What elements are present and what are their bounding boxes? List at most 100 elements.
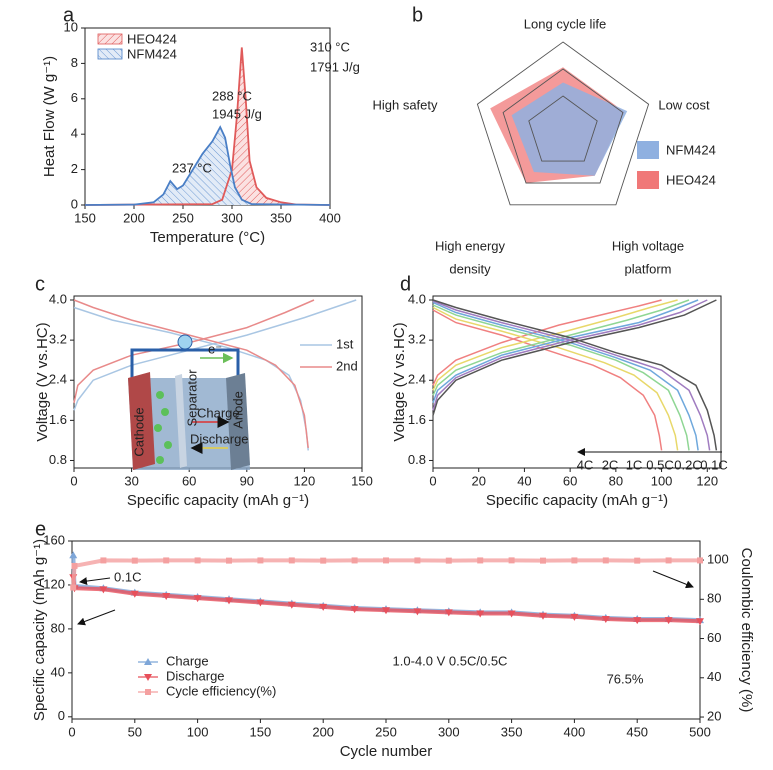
y-tick-label: 4.0 bbox=[408, 291, 426, 306]
legend-label: 2nd bbox=[336, 358, 358, 373]
radar-axis-label: platform bbox=[625, 261, 672, 276]
ion bbox=[156, 456, 164, 464]
y-axis-label: Voltage (V vs.HC) bbox=[34, 322, 51, 441]
inset-label: Charge bbox=[197, 405, 240, 420]
line bbox=[432, 306, 679, 451]
y-tick-label: 0.8 bbox=[408, 452, 426, 467]
line bbox=[71, 558, 700, 588]
y-tick-label: 80 bbox=[51, 620, 65, 635]
marker bbox=[539, 612, 547, 620]
marker bbox=[130, 590, 139, 598]
legend-label: 1C bbox=[626, 457, 643, 472]
legend-label: 4C bbox=[577, 457, 594, 472]
line bbox=[84, 125, 331, 206]
marker bbox=[131, 557, 138, 564]
annotation: 1791 J/g bbox=[310, 59, 360, 74]
marker bbox=[99, 586, 108, 594]
marker bbox=[444, 609, 453, 617]
line bbox=[432, 299, 699, 404]
legend-swatch bbox=[637, 171, 659, 189]
radar-ring bbox=[476, 41, 650, 206]
legend-label: NFM424 bbox=[127, 46, 177, 61]
marker bbox=[225, 597, 233, 605]
legend-swatch bbox=[97, 48, 123, 60]
plot-frame bbox=[432, 295, 722, 469]
legend-swatch bbox=[637, 141, 659, 159]
legend-label: HEO424 bbox=[666, 172, 716, 187]
x-tick-label: 90 bbox=[240, 473, 254, 488]
marker bbox=[194, 557, 201, 564]
line bbox=[432, 299, 690, 396]
y-tick-label: 8 bbox=[71, 55, 78, 70]
line bbox=[432, 304, 690, 451]
x-tick-label: 400 bbox=[564, 724, 586, 739]
panel-label: e bbox=[35, 518, 46, 540]
line bbox=[432, 299, 678, 391]
y2-tick-label: 60 bbox=[707, 630, 721, 645]
cathode-slab bbox=[128, 372, 155, 470]
marker bbox=[71, 562, 78, 569]
panel-label: d bbox=[400, 273, 411, 295]
y-axis-label: Heat Flow (W g⁻¹) bbox=[41, 56, 58, 177]
ion bbox=[164, 441, 172, 449]
line bbox=[84, 47, 331, 206]
marker bbox=[540, 557, 546, 564]
x-axis-label: Temperature (°C) bbox=[150, 229, 265, 246]
panel-label: c bbox=[35, 273, 45, 295]
x-tick-label: 50 bbox=[128, 724, 142, 739]
x-axis-label: Specific capacity (mAh g⁻¹) bbox=[127, 492, 309, 509]
x-tick-label: 20 bbox=[471, 473, 485, 488]
marker bbox=[256, 599, 265, 607]
x-tick-label: 40 bbox=[517, 473, 531, 488]
radar-ring bbox=[528, 95, 598, 162]
legend-swatch bbox=[97, 33, 123, 45]
cell-body bbox=[128, 378, 250, 470]
x-tick-label: 250 bbox=[375, 724, 397, 739]
marker bbox=[477, 557, 484, 564]
radar-ring bbox=[502, 68, 624, 184]
marker bbox=[100, 557, 107, 564]
radar-axis-label: density bbox=[449, 261, 491, 276]
legend-label: 1st bbox=[336, 336, 354, 351]
panel-label: b bbox=[412, 4, 423, 26]
y-tick-label: 3.2 bbox=[408, 332, 426, 347]
radar-axis-label: Long cycle life bbox=[524, 16, 606, 31]
y-tick-label: 2.4 bbox=[408, 372, 426, 387]
line bbox=[71, 577, 701, 624]
y-tick-label: 10 bbox=[64, 19, 78, 34]
legend-label: Charge bbox=[166, 653, 209, 668]
y-tick-label: 2 bbox=[71, 161, 78, 176]
radar-axis-label: Low cost bbox=[658, 97, 710, 112]
y-tick-label: 1.6 bbox=[49, 412, 67, 427]
legend-label: HEO424 bbox=[127, 31, 177, 46]
separator-slab bbox=[175, 374, 187, 468]
marker bbox=[319, 603, 328, 611]
x-tick-label: 150 bbox=[250, 724, 272, 739]
x-tick-label: 0 bbox=[68, 724, 75, 739]
x-tick-label: 100 bbox=[187, 724, 209, 739]
marker bbox=[288, 557, 295, 564]
area bbox=[85, 127, 330, 205]
marker bbox=[163, 557, 170, 564]
marker bbox=[633, 617, 642, 625]
x-tick-label: 400 bbox=[319, 210, 341, 225]
y-tick-label: 0.8 bbox=[49, 452, 67, 467]
y-tick-label: 1.6 bbox=[408, 412, 426, 427]
y-tick-label: 0 bbox=[71, 196, 78, 211]
marker bbox=[351, 557, 358, 564]
arrow bbox=[77, 609, 116, 626]
annotation: 1.0-4.0 V 0.5C/0.5C bbox=[393, 653, 508, 668]
x-tick-label: 100 bbox=[651, 473, 673, 488]
legend-label: 0.2C bbox=[674, 457, 701, 472]
legend-label: 0.5C bbox=[646, 457, 673, 472]
inset-label: e⁻ bbox=[208, 341, 222, 356]
x-tick-label: 60 bbox=[182, 473, 196, 488]
marker bbox=[162, 592, 171, 600]
annotation: 288 °C bbox=[212, 88, 252, 103]
marker bbox=[508, 557, 515, 564]
x-tick-label: 120 bbox=[294, 473, 316, 488]
marker bbox=[226, 557, 232, 564]
legend-label: 2C bbox=[602, 457, 619, 472]
x-tick-label: 200 bbox=[123, 210, 145, 225]
